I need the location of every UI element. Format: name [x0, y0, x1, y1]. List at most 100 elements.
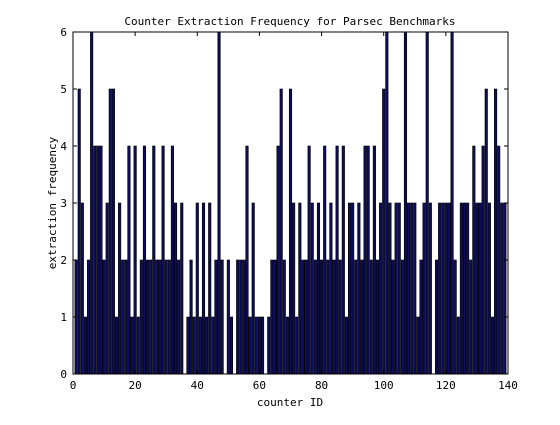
x-tick-label: 40	[191, 379, 204, 392]
bar	[453, 259, 457, 375]
y-tick-label: 1	[60, 311, 67, 324]
bar	[497, 145, 501, 375]
bar	[298, 202, 302, 375]
bar	[478, 202, 482, 375]
bar	[279, 88, 283, 375]
bar	[211, 316, 215, 375]
bar	[503, 202, 507, 375]
bar	[469, 259, 473, 375]
bar	[494, 88, 498, 375]
bar	[267, 316, 271, 375]
bar	[189, 259, 193, 375]
bar	[456, 316, 460, 375]
bar	[152, 145, 156, 375]
y-tick-label: 6	[60, 26, 67, 39]
bar	[347, 202, 352, 375]
bar	[121, 259, 125, 375]
x-tick-label: 60	[253, 379, 266, 392]
bar	[177, 259, 181, 375]
bar	[149, 259, 153, 375]
bar	[416, 316, 420, 375]
bar	[295, 316, 299, 375]
bar	[484, 88, 488, 375]
bar	[282, 259, 286, 375]
bar	[86, 259, 91, 375]
bar	[226, 259, 230, 375]
bar	[108, 88, 112, 375]
bar	[341, 145, 345, 375]
bars	[74, 31, 507, 375]
bar	[273, 259, 277, 375]
bar	[304, 259, 308, 375]
bar	[388, 202, 392, 375]
bar	[127, 145, 131, 375]
bar	[472, 145, 476, 375]
bar	[173, 202, 178, 375]
bar	[320, 259, 324, 375]
bar	[475, 202, 479, 375]
bar	[142, 145, 147, 375]
x-tick-label: 100	[374, 379, 394, 392]
bar	[425, 31, 429, 375]
bar	[195, 202, 199, 375]
bar	[93, 145, 97, 375]
x-ticks: 0 20 40 60 80 100 120 140	[70, 32, 518, 392]
bar	[438, 202, 442, 375]
bar	[83, 316, 87, 375]
bar	[382, 88, 386, 375]
bar	[428, 202, 432, 375]
bar	[462, 202, 467, 375]
bar	[80, 202, 84, 375]
bar	[292, 202, 296, 375]
bar	[441, 202, 445, 375]
bar	[422, 202, 426, 375]
bar	[214, 259, 218, 375]
bar	[90, 31, 94, 375]
bar	[419, 259, 423, 375]
bar	[354, 259, 358, 375]
bar	[394, 202, 398, 375]
bar	[410, 202, 414, 375]
x-tick-label: 20	[129, 379, 142, 392]
bar	[136, 316, 140, 375]
bar	[276, 145, 280, 375]
y-ticks: 0 1 2 3 4 5 6	[60, 26, 508, 381]
bar	[170, 145, 174, 375]
bar	[245, 145, 249, 375]
bar	[208, 202, 212, 375]
bar	[146, 259, 150, 375]
bar	[481, 145, 485, 375]
bar	[239, 259, 243, 375]
bar	[130, 316, 134, 375]
bar	[397, 202, 401, 375]
bar	[96, 145, 100, 375]
bar	[310, 202, 314, 375]
bar	[338, 259, 342, 375]
chart-title: Counter Extraction Frequency for Parsec …	[124, 15, 455, 28]
bar	[316, 202, 321, 375]
bar	[391, 259, 395, 375]
bar	[466, 202, 470, 375]
bar	[205, 316, 209, 375]
bar	[400, 259, 404, 375]
bar	[490, 316, 495, 375]
bar	[332, 259, 336, 375]
bar	[351, 202, 355, 375]
bar	[379, 202, 383, 375]
bar	[229, 316, 234, 375]
bar	[180, 202, 184, 375]
bar	[326, 259, 330, 375]
bar	[77, 88, 81, 375]
bar	[155, 259, 159, 375]
bar	[254, 316, 258, 375]
bar	[369, 259, 373, 375]
bar	[285, 316, 289, 375]
bar	[450, 31, 454, 375]
bar	[344, 316, 348, 375]
bar	[360, 259, 364, 375]
bar	[288, 88, 293, 375]
bar	[192, 316, 196, 375]
y-tick-label: 4	[60, 140, 67, 153]
bar	[385, 31, 389, 375]
bar	[357, 202, 361, 375]
